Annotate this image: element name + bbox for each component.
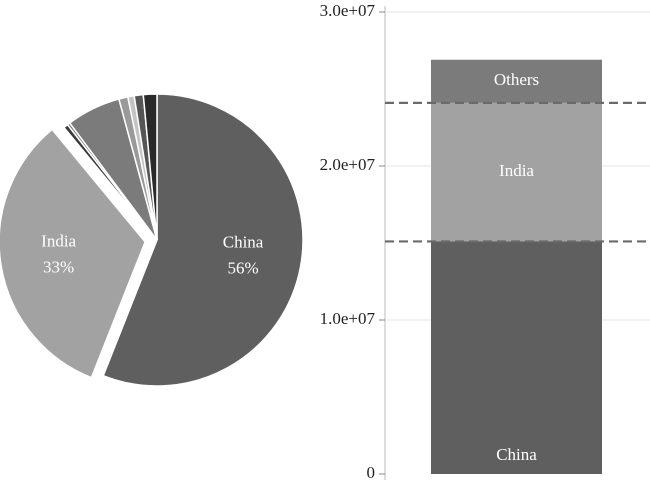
y-tick-label: 3.0e+07 [320,1,376,20]
pie-slice [0,128,147,379]
segment-label: India [499,161,534,180]
bar-segment [431,102,602,242]
slice-label: China [223,232,264,251]
pie-slice [102,93,304,387]
y-tick-label: 1.0e+07 [320,309,376,328]
segment-label: China [496,445,537,464]
slice-label: India [41,231,76,250]
bar-segment [431,241,602,474]
slice-value-label: 56% [227,258,258,277]
slice-value-label: 33% [43,257,74,276]
y-tick-label: 0 [367,463,376,481]
bar-segment [431,59,602,103]
segment-label: Others [494,70,539,89]
pie-slice [142,93,158,241]
y-tick-label: 2.0e+07 [320,155,376,174]
